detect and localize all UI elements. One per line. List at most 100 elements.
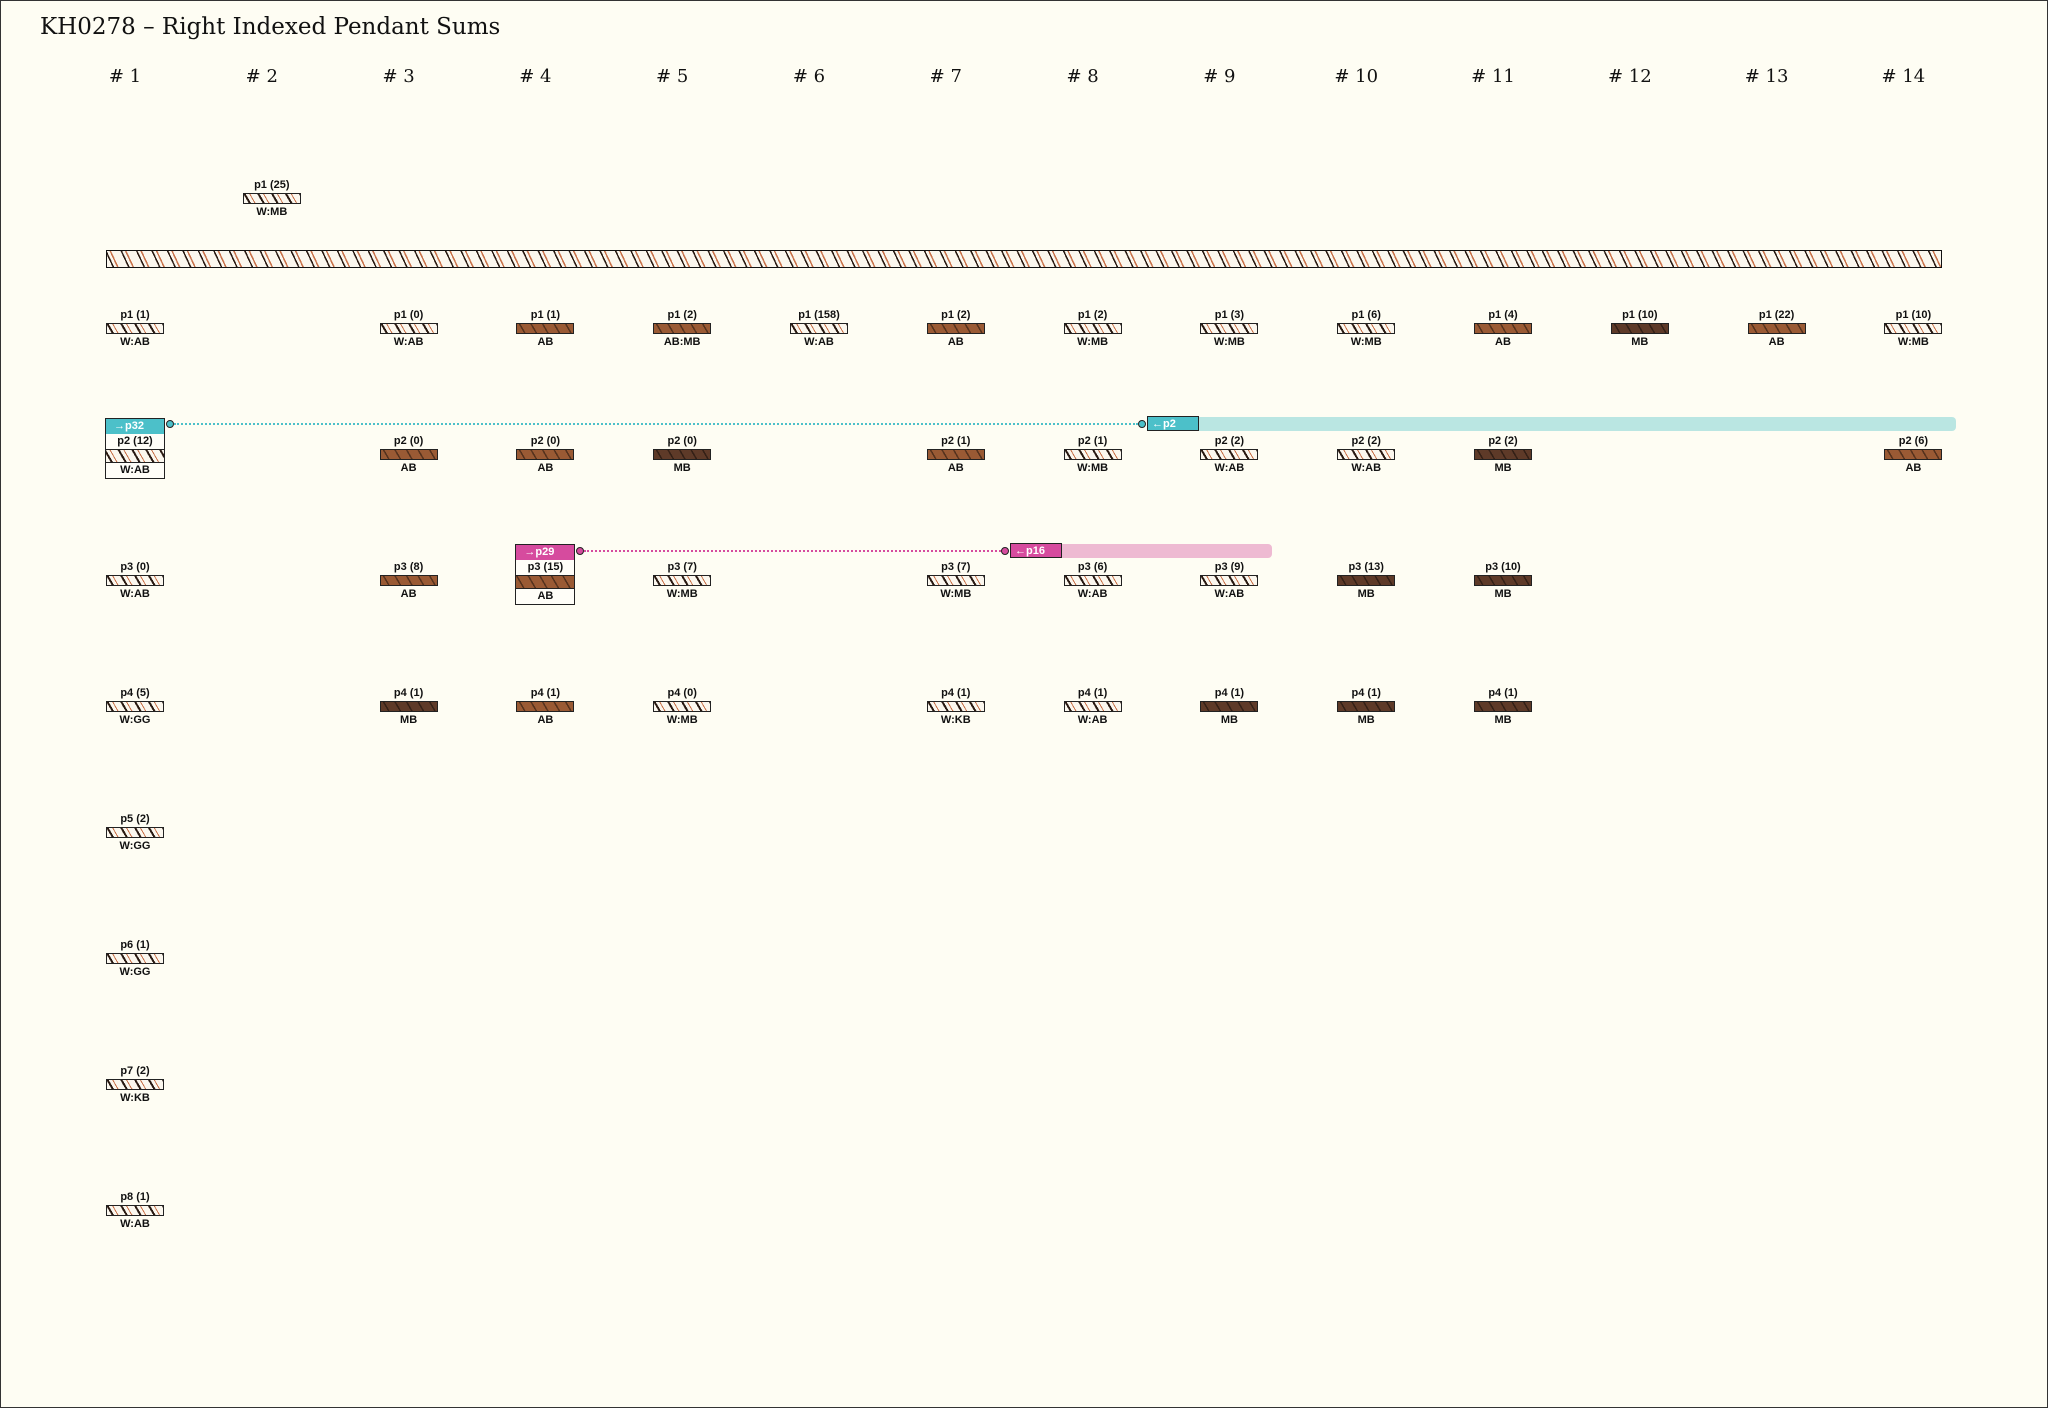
pendant-type: W:GG <box>119 714 151 726</box>
pendant-cord[interactable]: p3 (8) AB <box>369 560 449 601</box>
pendant-type: AB <box>400 462 417 474</box>
pendant-color-bar <box>1474 701 1532 712</box>
pendant-cord[interactable]: p2 (6) AB <box>1873 434 1953 475</box>
pendant-type: MB <box>1494 462 1512 474</box>
pendant-cord[interactable]: p8 (1) W:AB <box>95 1190 175 1231</box>
pendant-cord[interactable]: p3 (9) W:AB <box>1189 560 1269 601</box>
pendant-color-bar <box>106 953 164 964</box>
pendant-label: p2 (12) <box>106 434 164 450</box>
pendant-cord[interactable]: p4 (1) AB <box>505 686 585 727</box>
pendant-cord[interactable]: p3 (7) W:MB <box>642 560 722 601</box>
pendant-label: p1 (3) <box>1214 309 1245 321</box>
pendant-cord[interactable]: p1 (158) W:AB <box>779 308 859 349</box>
pendant-cord[interactable]: p2 (2) W:AB <box>1326 434 1406 475</box>
pendant-label: p4 (1) <box>1214 687 1245 699</box>
pendant-color-bar <box>379 449 438 460</box>
pendant-cord[interactable]: p4 (0) W:MB <box>642 686 722 727</box>
pendant-type: W:AB <box>1214 588 1245 600</box>
pendant-cord[interactable]: p3 (10) MB <box>1463 560 1543 601</box>
column-header: # 3 <box>382 66 415 87</box>
pendant-cord[interactable]: p1 (1) W:AB <box>95 308 175 349</box>
pendant-cord[interactable]: p2 (0) AB <box>369 434 449 475</box>
pendant-cord[interactable]: p1 (2) AB:MB <box>642 308 722 349</box>
pendant-label: p1 (2) <box>667 309 697 321</box>
pendant-label: p3 (9) <box>1214 561 1245 573</box>
pendant-color-bar <box>516 576 575 589</box>
column-header: # 1 <box>108 66 142 87</box>
sum-link-tag: →p29 <box>516 545 575 560</box>
pendant-color-bar <box>1063 575 1122 586</box>
pendant-cord[interactable]: p3 (7) W:MB <box>916 560 996 601</box>
pendant-color-bar <box>1337 323 1396 334</box>
pendant-cord[interactable]: p6 (1) W:GG <box>95 938 175 979</box>
pendant-cord[interactable]: p1 (22) AB <box>1737 308 1817 349</box>
pendant-cord[interactable]: p3 (6) W:AB <box>1053 560 1133 601</box>
pendant-type: AB <box>400 588 417 600</box>
pendant-cord[interactable]: p2 (2) MB <box>1463 434 1543 475</box>
pendant-label: p3 (7) <box>941 561 971 573</box>
pendant-cord[interactable]: p1 (10) W:MB <box>1873 308 1953 349</box>
pendant-label: p3 (8) <box>393 561 424 573</box>
pendant-color-bar <box>379 323 438 334</box>
pendant-type: MB <box>1494 588 1512 600</box>
pendant-cord[interactable]: p4 (1) MB <box>1326 686 1406 727</box>
pendant-label: p2 (0) <box>667 435 697 447</box>
pendant-cord[interactable]: p4 (1) MB <box>1189 686 1269 727</box>
pendant-color-bar <box>379 701 438 712</box>
pendant-type: AB <box>947 336 964 348</box>
pendant-cord[interactable]: p2 (0) MB <box>642 434 722 475</box>
pendant-color-bar <box>790 323 848 334</box>
pendant-cord[interactable]: p1 (4) AB <box>1463 308 1543 349</box>
link-end-knot <box>1001 547 1009 555</box>
pendant-cord[interactable]: p4 (1) MB <box>1463 686 1543 727</box>
pendant-cord[interactable]: p1 (10) MB <box>1600 308 1680 349</box>
pendant-cord[interactable]: p1 (25) W:MB <box>232 178 312 219</box>
pendant-cord[interactable]: p2 (2) W:AB <box>1189 434 1269 475</box>
pendant-color-bar <box>106 827 164 838</box>
pendant-type: W:MB <box>940 588 972 600</box>
pendant-cord[interactable]: p1 (2) AB <box>916 308 996 349</box>
pendant-label: p2 (2) <box>1488 435 1518 447</box>
pendant-type: AB <box>947 462 964 474</box>
pendant-type: AB <box>1768 336 1785 348</box>
pendant-cord[interactable]: p4 (1) W:AB <box>1053 686 1133 727</box>
pendant-color-bar <box>1884 449 1943 460</box>
pendant-cord[interactable]: p1 (0) W:AB <box>369 308 449 349</box>
pendant-type: W:AB <box>804 336 834 348</box>
sum-source-pendant[interactable]: →p29 p3 (15) AB <box>515 544 576 605</box>
pendant-type: W:KB <box>940 714 971 726</box>
pendant-cord[interactable]: p1 (1) AB <box>505 308 585 349</box>
pendant-color-bar <box>653 449 712 460</box>
pendant-cord[interactable]: p5 (2) W:GG <box>95 812 175 853</box>
pendant-color-bar <box>1474 323 1532 334</box>
pendant-cord[interactable]: p1 (6) W:MB <box>1326 308 1406 349</box>
pendant-cord[interactable]: p7 (2) W:KB <box>95 1064 175 1105</box>
sum-source-pendant[interactable]: →p32 p2 (12) W:AB <box>105 418 165 479</box>
pendant-cord[interactable]: p2 (0) AB <box>505 434 585 475</box>
sum-target-tag[interactable]: ←p16 <box>1010 543 1062 558</box>
sum-target-tag[interactable]: ←p2 <box>1147 416 1199 431</box>
column-header: # 5 <box>656 66 689 87</box>
pendant-type: W:MB <box>256 206 288 218</box>
pendant-type: AB <box>1495 336 1511 348</box>
pendant-type: W:GG <box>119 840 151 852</box>
pendant-label: p3 (15) <box>516 560 575 576</box>
pendant-type: W:MB <box>1213 336 1245 348</box>
pendant-cord[interactable]: p2 (1) W:MB <box>1053 434 1133 475</box>
column-header: # 14 <box>1881 66 1926 87</box>
pendant-cord[interactable]: p1 (3) W:MB <box>1189 308 1269 349</box>
pendant-type: W:AB <box>1077 588 1108 600</box>
pendant-cord[interactable]: p1 (2) W:MB <box>1053 308 1133 349</box>
pendant-type: AB <box>537 462 554 474</box>
pendant-cord[interactable]: p3 (0) W:AB <box>95 560 175 601</box>
pendant-cord[interactable]: p3 (13) MB <box>1326 560 1406 601</box>
pendant-cord[interactable]: p4 (1) MB <box>369 686 449 727</box>
pendant-cord[interactable]: p4 (1) W:KB <box>916 686 996 727</box>
pendant-color-bar <box>516 323 575 334</box>
column-header: # 2 <box>245 66 278 87</box>
column-header: # 7 <box>929 66 962 87</box>
link-start-knot <box>166 420 174 428</box>
link-end-knot <box>1138 420 1146 428</box>
pendant-cord[interactable]: p2 (1) AB <box>916 434 996 475</box>
pendant-cord[interactable]: p4 (5) W:GG <box>95 686 175 727</box>
